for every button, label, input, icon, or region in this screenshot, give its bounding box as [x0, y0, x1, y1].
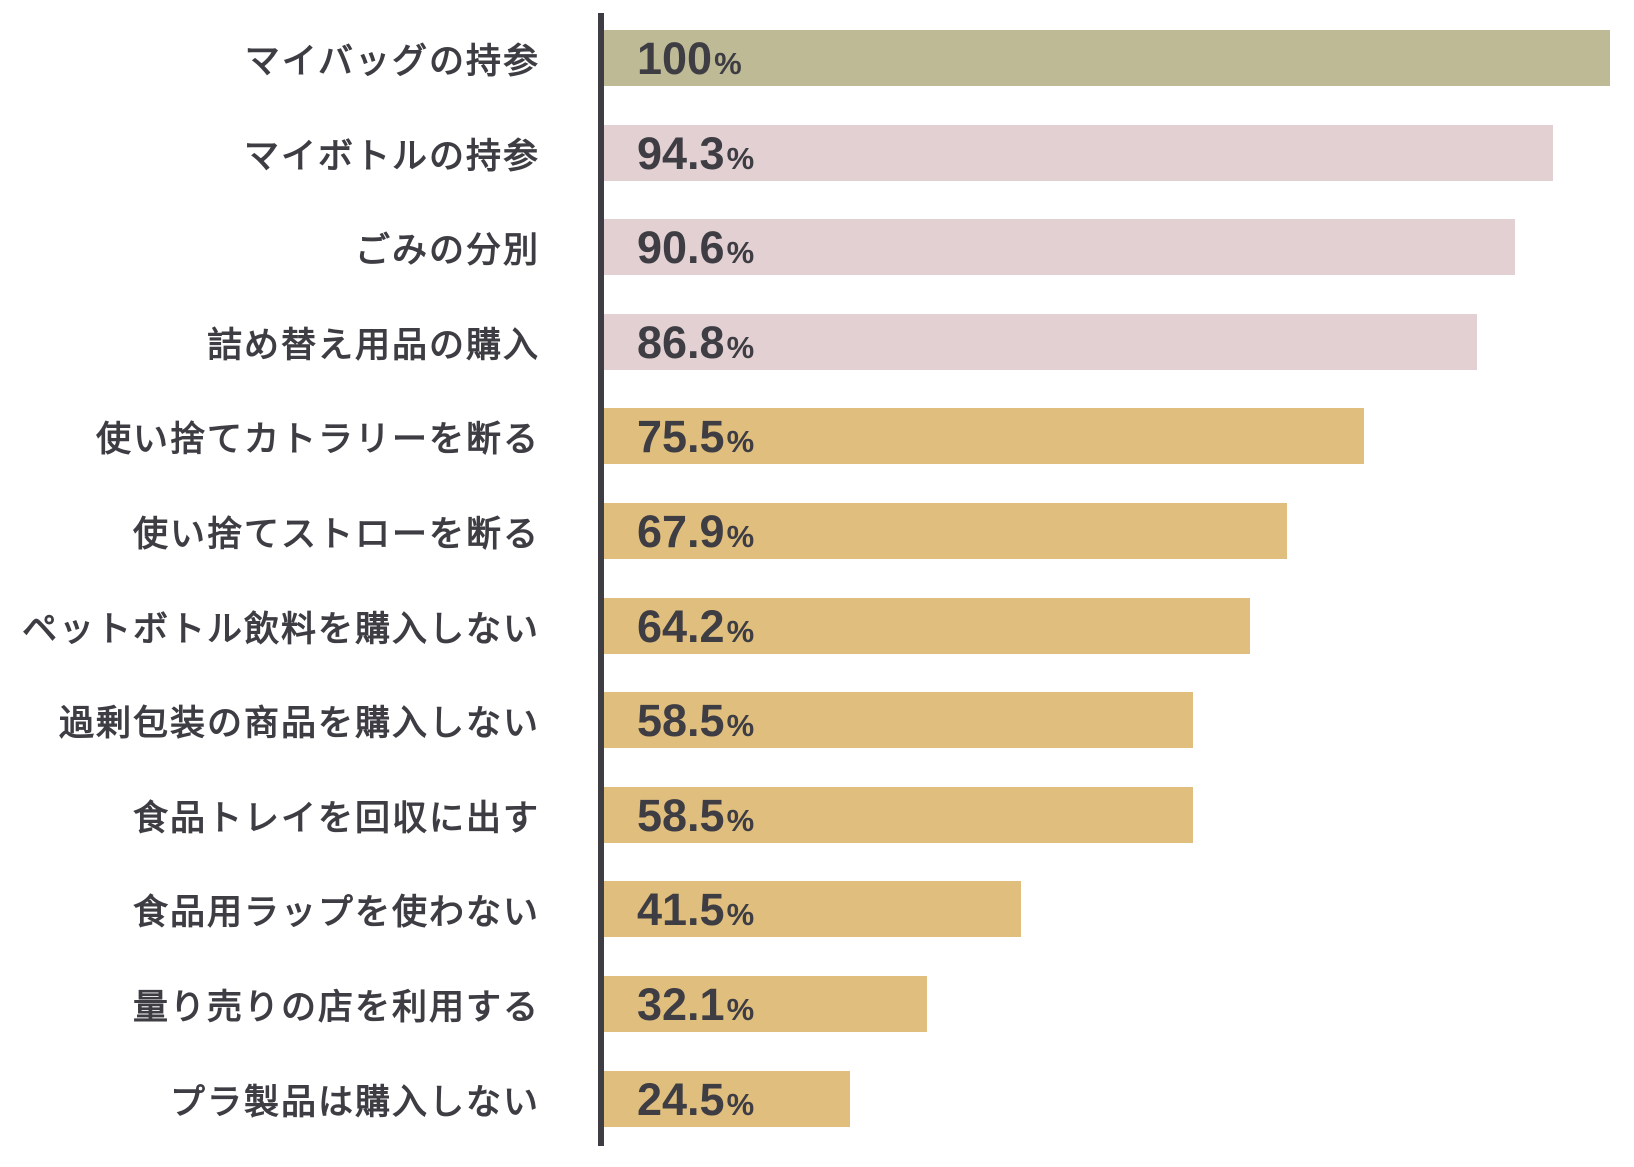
- value-label: 64.2%: [604, 604, 754, 649]
- bar: 58.5%: [604, 787, 1193, 843]
- category-label: ごみの分別: [354, 230, 540, 270]
- chart-row: 使い捨てストローを断る 67.9%: [0, 503, 1634, 559]
- chart-row: ペットボトル飲料を購入しない 64.2%: [0, 598, 1634, 654]
- value-label: 24.5%: [604, 1077, 754, 1122]
- value-number: 86.8: [637, 316, 725, 368]
- value-label: 90.6%: [604, 225, 754, 270]
- chart-row: 食品トレイを回収に出す 58.5%: [0, 787, 1634, 843]
- chart-row: 量り売りの店を利用する 32.1%: [0, 976, 1634, 1032]
- value-label: 100%: [604, 36, 742, 81]
- value-label: 58.5%: [604, 698, 754, 743]
- bar: 58.5%: [604, 692, 1193, 748]
- percent-sign: %: [726, 1086, 755, 1122]
- value-label: 32.1%: [604, 982, 754, 1027]
- value-label: 86.8%: [604, 320, 754, 365]
- chart-row: 食品用ラップを使わない 41.5%: [0, 881, 1634, 937]
- category-label: 使い捨てストローを断る: [132, 514, 540, 554]
- value-number: 64.2: [637, 600, 725, 652]
- bar: 67.9%: [604, 503, 1287, 559]
- bar: 90.6%: [604, 219, 1515, 275]
- category-label: 食品トレイを回収に出す: [132, 798, 540, 838]
- chart-row: ごみの分別 90.6%: [0, 219, 1634, 275]
- category-label: 量り売りの店を利用する: [132, 987, 540, 1027]
- bar: 64.2%: [604, 598, 1250, 654]
- category-label: マイバッグの持参: [244, 41, 540, 81]
- chart-row: 使い捨てカトラリーを断る 75.5%: [0, 408, 1634, 464]
- percent-sign: %: [726, 991, 755, 1027]
- value-number: 24.5: [637, 1073, 725, 1125]
- bar: 24.5%: [604, 1071, 850, 1127]
- bar: 41.5%: [604, 881, 1021, 937]
- percent-sign: %: [726, 423, 755, 459]
- bar: 86.8%: [604, 314, 1477, 370]
- percent-sign: %: [726, 613, 755, 649]
- percent-sign: %: [726, 707, 755, 743]
- value-label: 67.9%: [604, 509, 754, 554]
- percent-sign: %: [726, 518, 755, 554]
- percent-sign: %: [726, 896, 755, 932]
- category-label: 食品用ラップを使わない: [132, 892, 540, 932]
- category-label: 詰め替え用品の購入: [206, 325, 540, 365]
- percent-sign: %: [714, 45, 742, 81]
- value-label: 41.5%: [604, 887, 754, 932]
- value-number: 32.1: [637, 978, 725, 1030]
- chart-row: 詰め替え用品の購入 86.8%: [0, 314, 1634, 370]
- value-label: 94.3%: [604, 131, 754, 176]
- category-label: 過剰包装の商品を購入しない: [58, 703, 540, 743]
- category-label: 使い捨てカトラリーを断る: [95, 419, 540, 459]
- value-number: 58.5: [637, 694, 725, 746]
- category-label: ペットボトル飲料を購入しない: [21, 609, 540, 649]
- value-number: 94.3: [637, 127, 725, 179]
- bar: 94.3%: [604, 125, 1553, 181]
- value-number: 75.5: [637, 410, 725, 462]
- value-label: 75.5%: [604, 414, 754, 459]
- category-label: プラ製品は購入しない: [169, 1082, 540, 1122]
- value-number: 90.6: [637, 221, 725, 273]
- bar: 75.5%: [604, 408, 1364, 464]
- chart-row: マイバッグの持参 100%: [0, 30, 1634, 86]
- value-number: 67.9: [637, 505, 725, 557]
- bar: 32.1%: [604, 976, 927, 1032]
- chart-row: プラ製品は購入しない 24.5%: [0, 1071, 1634, 1127]
- y-axis-line: [598, 13, 604, 1146]
- percent-sign: %: [726, 329, 755, 365]
- category-label: マイボトルの持参: [243, 136, 540, 176]
- value-number: 58.5: [637, 789, 725, 841]
- chart-row: マイボトルの持参 94.3%: [0, 125, 1634, 181]
- value-label: 58.5%: [604, 793, 754, 838]
- percent-sign: %: [726, 234, 755, 270]
- value-number: 100: [637, 32, 713, 84]
- bar: 100%: [604, 30, 1610, 86]
- percent-sign: %: [726, 802, 755, 838]
- value-number: 41.5: [637, 883, 725, 935]
- chart-row: 過剰包装の商品を購入しない 58.5%: [0, 692, 1634, 748]
- percent-sign: %: [726, 140, 755, 176]
